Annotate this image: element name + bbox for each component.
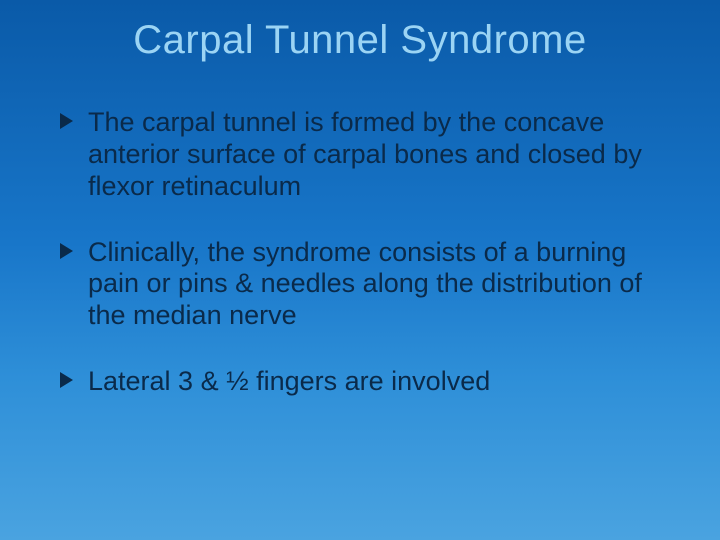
list-item: Lateral 3 & ½ fingers are involved	[60, 366, 680, 398]
slide-title: Carpal Tunnel Syndrome	[40, 18, 680, 63]
chevron-right-icon	[60, 243, 73, 259]
slide: Carpal Tunnel Syndrome The carpal tunnel…	[0, 0, 720, 540]
bullet-text: Lateral 3 & ½ fingers are involved	[88, 366, 490, 396]
bullet-list: The carpal tunnel is formed by the conca…	[60, 107, 680, 398]
bullet-text: The carpal tunnel is formed by the conca…	[88, 107, 642, 201]
chevron-right-icon	[60, 113, 73, 129]
list-item: The carpal tunnel is formed by the conca…	[60, 107, 680, 203]
list-item: Clinically, the syndrome consists of a b…	[60, 237, 680, 333]
bullet-text: Clinically, the syndrome consists of a b…	[88, 237, 642, 331]
chevron-right-icon	[60, 372, 73, 388]
